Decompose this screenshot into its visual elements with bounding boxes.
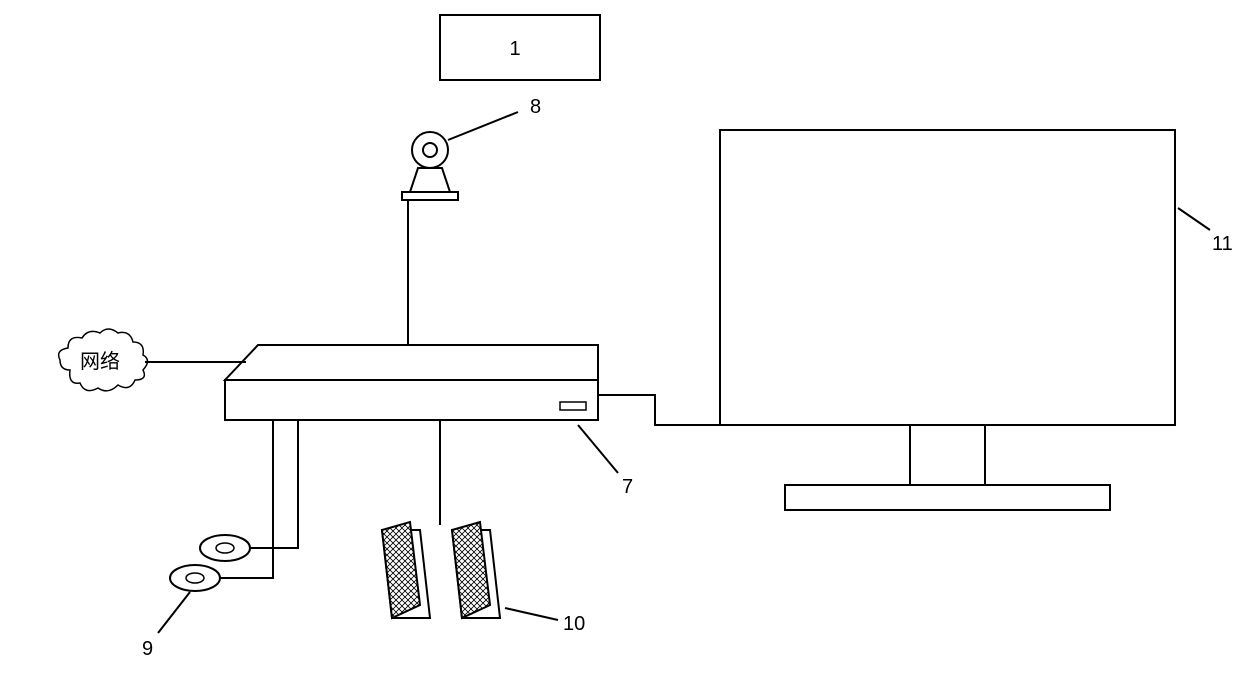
network-label: 网络 — [80, 350, 120, 373]
leader-line-7 — [578, 425, 618, 473]
camera-icon — [402, 132, 458, 200]
label-1: 1 — [509, 38, 520, 60]
monitor-icon — [720, 130, 1175, 510]
leader-line-10 — [505, 608, 558, 620]
label-8: 8 — [530, 96, 541, 118]
label-10: 10 — [563, 613, 585, 635]
leader-line-8 — [448, 112, 518, 140]
disc-icon-1 — [200, 535, 250, 561]
system-diagram: 1 8 11 网络 7 — [0, 0, 1240, 693]
leader-line-11 — [1178, 208, 1210, 230]
label-7: 7 — [622, 476, 633, 498]
speaker-icon-1 — [382, 522, 430, 618]
label-11: 11 — [1212, 233, 1233, 255]
label-9: 9 — [142, 638, 153, 660]
speaker-icon-2 — [452, 522, 500, 618]
central-device-icon — [225, 345, 598, 420]
disc-icon-2 — [170, 565, 220, 591]
edge-device-monitor — [598, 395, 910, 425]
leader-line-9 — [158, 592, 190, 633]
